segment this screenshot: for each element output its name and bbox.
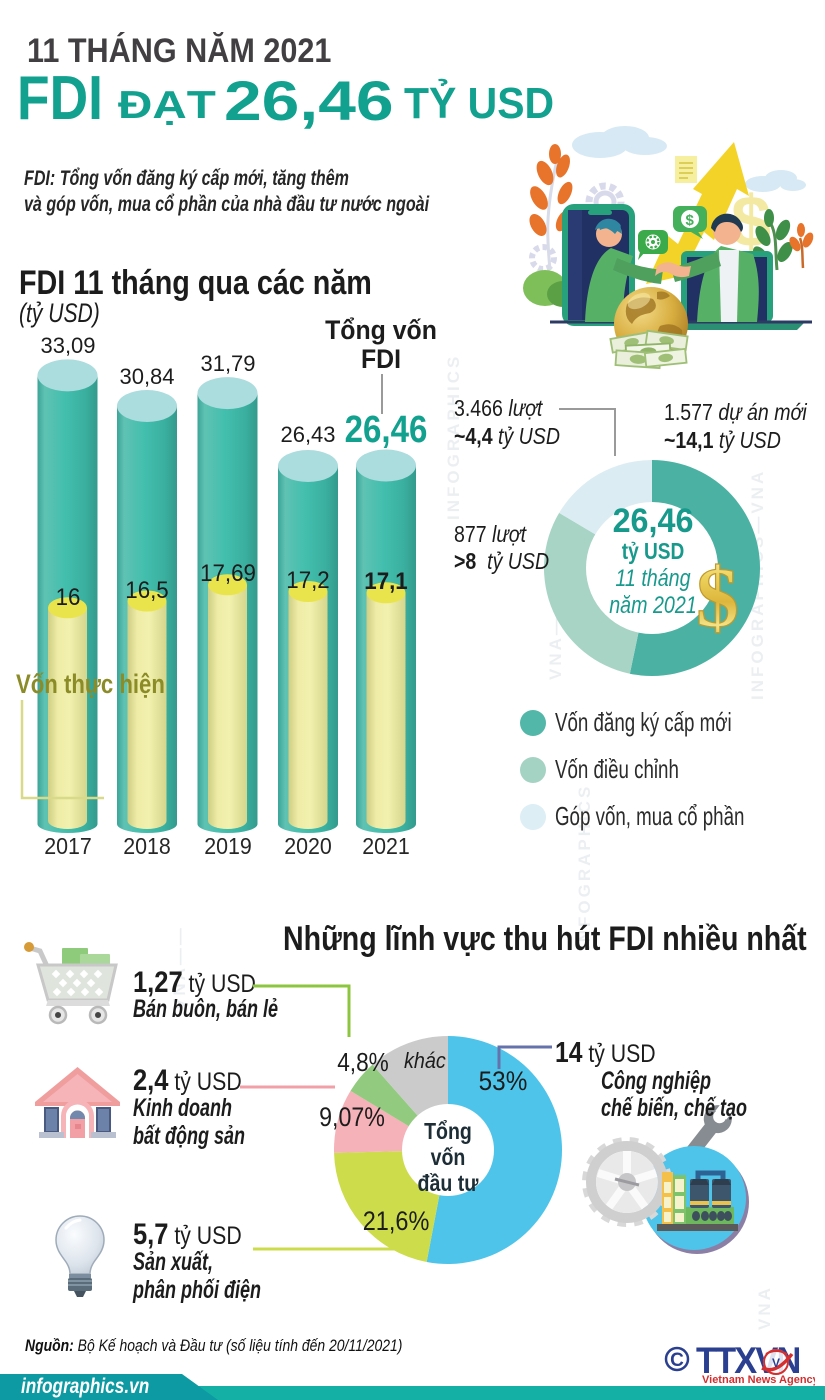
svg-text:Vietnam News Agency: Vietnam News Agency <box>702 1374 815 1386</box>
svg-text:V: V <box>772 1356 780 1370</box>
svg-text:$: $ <box>686 212 695 229</box>
svg-text:C: C <box>670 1350 684 1371</box>
svg-text:$: $ <box>696 549 739 645</box>
